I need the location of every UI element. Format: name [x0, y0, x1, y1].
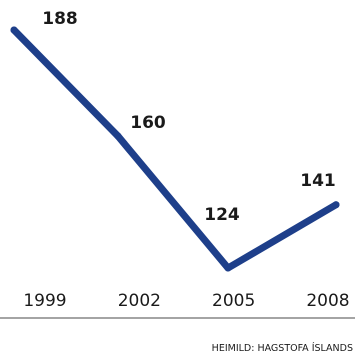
data-label-1999: 188 — [42, 9, 78, 29]
x-tick-2008: 2008 — [306, 291, 349, 311]
data-point-2005 — [224, 264, 232, 272]
series-line — [10, 26, 340, 272]
data-label-2008: 141 — [300, 171, 336, 191]
data-label-2005: 124 — [204, 205, 240, 225]
series-line-layer — [10, 26, 340, 272]
x-tick-2005: 2005 — [212, 291, 255, 311]
data-point-2002 — [114, 132, 122, 140]
source-note: HEIMILD: HAGSTOFA ÍSLANDS — [212, 342, 353, 354]
data-label-layer: 188 160 124 141 — [42, 9, 336, 225]
x-axis-ticks: 1999 2002 2005 2008 — [23, 291, 349, 311]
x-tick-1999: 1999 — [23, 291, 66, 311]
x-tick-2002: 2002 — [118, 291, 161, 311]
data-point-1999 — [10, 26, 18, 34]
data-label-2002: 160 — [130, 113, 166, 133]
data-point-2008 — [332, 201, 340, 209]
